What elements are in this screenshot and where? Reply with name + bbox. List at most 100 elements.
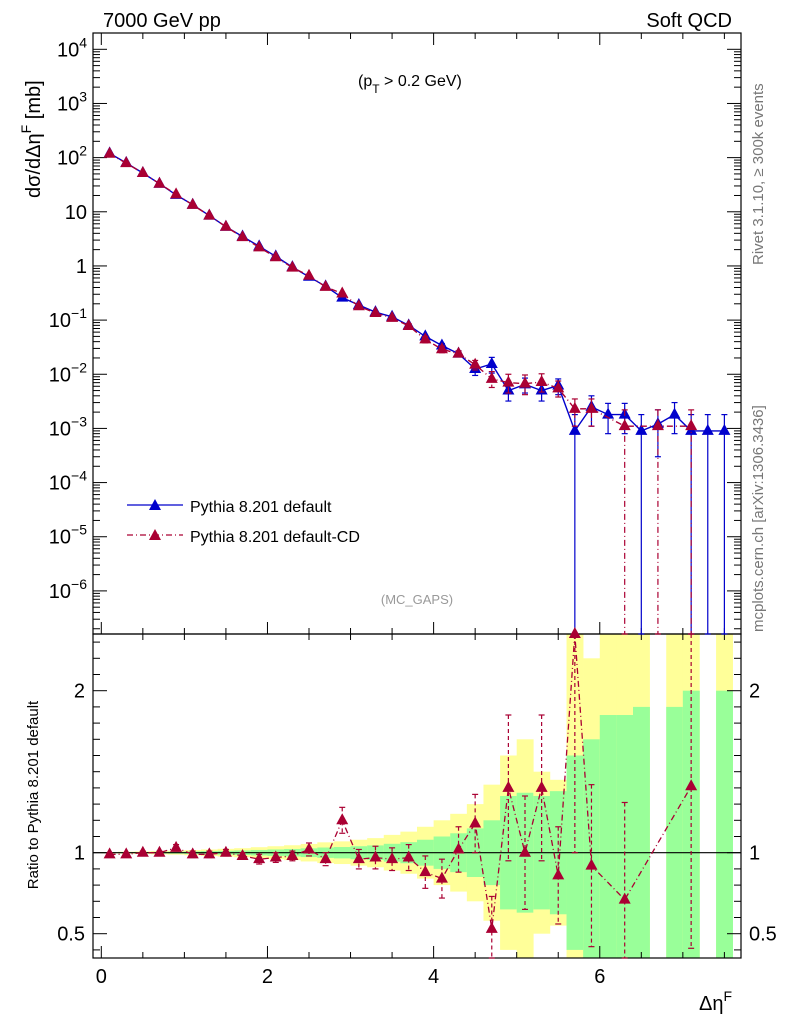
side-label-rivet: Rivet 3.1.10, ≥ 300k events (750, 83, 767, 265)
y-tick-label-main: 10−2 (49, 359, 87, 386)
ratio-point (219, 845, 232, 857)
data-point (286, 260, 299, 272)
data-point (219, 219, 232, 231)
y-axis-label-main-sup: F (18, 125, 34, 134)
data-point (352, 299, 365, 311)
ratio-point (435, 871, 448, 883)
data-point (535, 374, 548, 386)
ratio-point (552, 868, 565, 880)
band-green (666, 706, 684, 958)
ratio-point (186, 847, 199, 859)
ratio-point (170, 840, 183, 852)
y-tick-label-main: 1 (76, 256, 87, 278)
y-tick-label-main: 104 (57, 34, 87, 61)
side-label-mcplots: mcplots.cern.ch [arXiv:1306.3436] (750, 405, 767, 632)
y-axis-label-main: dσ/dΔηF [mb] (18, 80, 45, 198)
data-point (153, 176, 166, 188)
y-tick-label-base: 10 (65, 202, 87, 224)
data-point (386, 310, 399, 322)
ratio-point (136, 845, 149, 857)
cut-annotation-sub: T (372, 82, 380, 96)
data-point (103, 146, 116, 158)
y-tick-label-exponent: −5 (71, 522, 87, 538)
y-tick-label-main: 103 (57, 88, 87, 115)
data-point (568, 423, 581, 435)
band-green (616, 715, 634, 958)
y-tick-label-main: 10−6 (49, 576, 87, 603)
ratio-point (269, 850, 282, 862)
series-default (103, 146, 731, 635)
data-point (585, 401, 598, 413)
data-point (469, 357, 482, 369)
data-point (253, 240, 266, 252)
y-axis-label-main-unit: [mb] (23, 80, 45, 124)
ratio-point (568, 627, 581, 638)
data-point (635, 423, 648, 435)
header-right-label: Soft QCD (646, 10, 732, 32)
y-tick-label-exponent: −3 (71, 413, 87, 429)
ratio-point (469, 816, 482, 828)
data-point (419, 332, 432, 344)
ratio-point (535, 780, 548, 792)
ratio-point (120, 847, 133, 859)
analysis-label: (MC_GAPS) (381, 592, 453, 607)
y-tick-label-base: 10 (49, 527, 71, 549)
series-line-default-cd (109, 153, 692, 427)
band-green (716, 690, 733, 958)
data-point (336, 286, 349, 298)
data-point (236, 230, 249, 242)
axis-ticks: 0 2 4 610−610−510−410−310−210−1110102103104… (49, 33, 777, 988)
data-point (502, 375, 515, 387)
ratio-point (618, 892, 631, 904)
legend-label-default-cd: Pythia 8.201 default-CD (190, 529, 360, 546)
ratio-point (103, 847, 116, 859)
legend-marker-default-cd (149, 529, 161, 540)
ratio-point (352, 852, 365, 864)
legend-label-default: Pythia 8.201 default (190, 499, 332, 516)
ratio-uncertainty-bands (101, 634, 733, 958)
series-line-default (109, 152, 725, 433)
ratio-point (402, 850, 415, 862)
ratio-point (236, 848, 249, 860)
y-axis-label-main-text: dσ/dΔη (23, 133, 45, 198)
y-tick-label-base: 10 (57, 93, 79, 115)
y-tick-label-ratio: 1 (74, 843, 85, 865)
ratio-point (153, 845, 166, 857)
cut-annotation: (pT > 0.2 GeV) (358, 73, 462, 96)
data-point (685, 419, 698, 431)
data-point (485, 371, 498, 383)
x-tick-label: 0 (96, 966, 107, 988)
legend: Pythia 8.201 default Pythia 8.201 defaul… (127, 499, 360, 546)
y-tick-label-base: 1 (76, 256, 87, 278)
y-tick-label-ratio: 2 (74, 681, 85, 703)
y-tick-label-ratio-right: 1 (749, 843, 760, 865)
cut-annotation-rest: > 0.2 GeV) (380, 73, 462, 90)
data-point (369, 306, 382, 318)
data-point (651, 419, 664, 431)
ratio-series-default-cd (103, 627, 698, 959)
y-tick-label-ratio-right: 2 (749, 681, 760, 703)
data-point (618, 419, 631, 431)
data-point (402, 318, 415, 330)
y-tick-label-ratio-right: 0.5 (749, 924, 777, 946)
ratio-point (419, 865, 432, 877)
ratio-point (519, 845, 531, 857)
legend-marker-default (149, 499, 161, 510)
cut-annotation-p: (p (358, 73, 372, 90)
ratio-point (319, 852, 332, 864)
ratio-point (452, 842, 465, 854)
y-tick-label-base: 10 (49, 473, 71, 495)
y-tick-label-base: 10 (49, 310, 71, 332)
x-tick-label: 2 (262, 966, 273, 988)
ratio-point (369, 850, 382, 862)
data-point (303, 268, 315, 280)
y-tick-label-exponent: 2 (79, 143, 87, 159)
data-point (485, 356, 498, 368)
y-tick-label-main: 10−3 (49, 413, 87, 440)
data-point (269, 250, 282, 262)
legend-entry-default-cd: Pythia 8.201 default-CD (127, 529, 360, 546)
y-tick-label-base: 10 (49, 581, 71, 603)
data-point (319, 279, 332, 291)
ratio-point (336, 813, 349, 825)
y-tick-label-exponent: 3 (79, 88, 87, 104)
